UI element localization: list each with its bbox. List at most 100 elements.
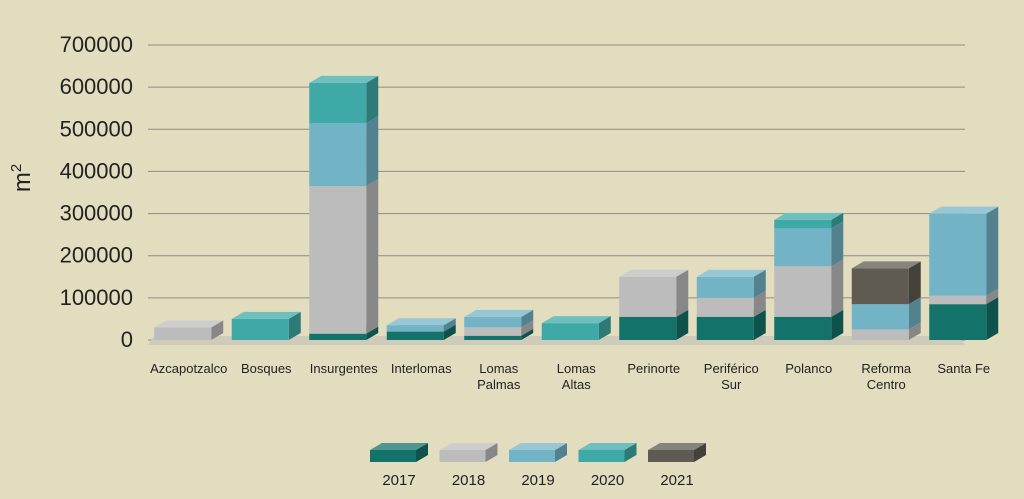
bar-stack: [696, 269, 766, 340]
bar-segment: [309, 179, 379, 334]
bar-top: [851, 261, 921, 269]
bar-stack: [464, 309, 534, 340]
bar-top: [386, 318, 456, 326]
bar-front: [464, 327, 522, 336]
x-category-label: Lomas Palmas: [477, 361, 521, 392]
bar-front: [774, 219, 832, 229]
bar-front: [929, 304, 987, 340]
bar-top: [541, 316, 611, 324]
x-category-label: Insurgentes: [310, 361, 378, 376]
bar-segment: [309, 75, 379, 123]
x-axis-categories: Azcapotzalco Bosques Insurgentes Interlomas…: [150, 361, 990, 392]
legend-label: 2020: [591, 472, 624, 489]
bar-front: [696, 276, 754, 298]
bar-side: [521, 320, 534, 336]
bar-side: [908, 261, 921, 305]
bar-segment: [231, 311, 301, 340]
bar-front: [851, 304, 909, 330]
bar-side: [288, 311, 301, 340]
legend-swatch: [509, 450, 555, 462]
bar-front: [696, 316, 754, 340]
bar-segment: [309, 115, 379, 187]
bar-front: [309, 186, 367, 334]
bar-side: [986, 206, 999, 296]
bar-stack: [154, 320, 224, 340]
bar-top: [774, 212, 844, 220]
bar-segment: [774, 212, 844, 229]
bar-front: [386, 325, 444, 332]
y-axis-label-base: m: [9, 172, 36, 192]
legend: 2017 2018 2019 2020 2021: [370, 443, 706, 489]
legend-item-2021: 2021: [648, 443, 706, 489]
x-category-label: Perinorte: [627, 361, 680, 376]
legend-label: 2021: [660, 472, 693, 489]
bar-top: [619, 269, 689, 277]
legend-item-2017: 2017: [370, 443, 428, 489]
legend-swatch-top: [439, 443, 498, 450]
bar-side: [908, 297, 921, 330]
bar-side: [366, 179, 379, 334]
bar-segment: [774, 259, 844, 317]
bar-side: [676, 269, 689, 317]
bar-segment: [851, 261, 921, 305]
legend-swatch-side: [555, 443, 567, 462]
y-tick-label: 200000: [60, 243, 133, 268]
bar-top: [309, 75, 379, 83]
bar-segment: [696, 269, 766, 298]
bar-side: [908, 322, 921, 340]
bar-stack: [309, 75, 379, 340]
y-tick-label: 100000: [60, 285, 133, 310]
bar-front: [231, 318, 289, 340]
x-category-label: Interlomas: [391, 361, 452, 376]
bar-stack: [231, 311, 301, 340]
bar-segment: [386, 318, 456, 332]
bar-front: [309, 333, 367, 340]
bar-front: [774, 316, 832, 340]
bar-side: [366, 115, 379, 187]
y-axis-ticks: 0 100000 200000 300000 400000 500000 600000 700…: [60, 32, 133, 352]
bar-segment: [541, 316, 611, 340]
bar-front: [464, 316, 522, 328]
bar-side: [521, 328, 534, 340]
bars: [154, 75, 999, 340]
bar-front: [619, 316, 677, 340]
bar-front: [929, 213, 987, 296]
bar-segment: [154, 320, 224, 340]
legend-label: 2017: [382, 472, 415, 489]
x-category-label: Lomas Altas: [557, 361, 597, 392]
bar-side: [753, 309, 766, 340]
bar-side: [831, 221, 844, 267]
bar-front: [851, 268, 909, 305]
y-tick-label: 700000: [60, 32, 133, 57]
bar-front: [154, 327, 212, 340]
bar-side: [598, 316, 611, 340]
y-tick-label: 300000: [60, 201, 133, 226]
bar-top: [929, 206, 999, 214]
x-category-label: Bosques: [241, 361, 292, 376]
bar-segment: [929, 206, 999, 296]
bar-front: [774, 228, 832, 267]
bar-stack: [541, 316, 611, 340]
y-tick-label: 0: [121, 327, 133, 352]
y-axis-label-superscript: 2: [8, 164, 25, 172]
bar-front: [851, 329, 909, 340]
bar-front: [619, 276, 677, 317]
y-tick-label: 400000: [60, 158, 133, 183]
bar-top: [464, 309, 534, 317]
bar-side: [831, 259, 844, 317]
legend-swatch-side: [485, 443, 498, 462]
legend-swatch: [370, 450, 416, 462]
x-category-label: Reforma Centro: [861, 361, 912, 392]
bar-top: [231, 311, 301, 319]
bar-front: [929, 295, 987, 305]
bar-top: [154, 320, 224, 328]
grid-lines: [148, 44, 965, 341]
x-category-label: Santa Fe: [937, 361, 990, 376]
bar-stack: [619, 269, 689, 340]
bar-front: [309, 122, 367, 187]
legend-swatch-side: [694, 443, 706, 462]
bar-side: [211, 320, 224, 340]
legend-swatch: [439, 450, 486, 462]
bar-side: [831, 309, 844, 340]
bar-stack: [386, 318, 456, 340]
